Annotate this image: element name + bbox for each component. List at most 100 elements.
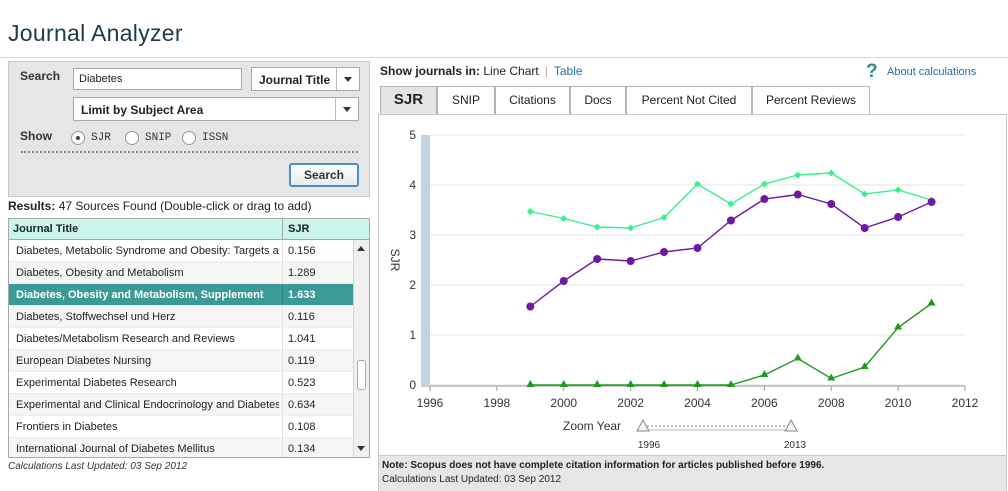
radio-snip-label[interactable]: SNIP (145, 132, 172, 144)
about-calculations-link[interactable]: About calculations (887, 66, 977, 78)
y-axis-band (421, 135, 430, 385)
search-input[interactable] (73, 68, 242, 90)
tab-citations[interactable]: Citations (495, 86, 570, 114)
column-header-sjr[interactable]: SJR (288, 223, 310, 235)
data-point (559, 277, 568, 285)
cell-sjr: 0.156 (288, 245, 316, 257)
note-updated: Calculations Last Updated: 03 Sep 2012 (382, 474, 562, 485)
data-point (660, 248, 669, 256)
x-tick-label: 2002 (617, 396, 644, 410)
y-tick-label: 3 (409, 228, 416, 242)
tab-sjr[interactable]: SJR (380, 86, 437, 114)
column-divider (282, 219, 283, 240)
cell-sjr: 1.633 (288, 289, 316, 301)
zoom-start-handle[interactable] (636, 418, 650, 432)
table-row[interactable]: Experimental Diabetes Research 0.523 (9, 372, 353, 394)
y-tick-label: 0 (409, 378, 416, 392)
y-axis-label: SJR (388, 249, 402, 272)
search-field-select[interactable]: Journal Title (251, 67, 360, 91)
zoom-end-handle[interactable] (784, 418, 798, 432)
cell-sjr: 0.116 (288, 311, 315, 323)
data-point (627, 224, 635, 232)
cell-journal-title: Diabetes/Metabolism Research and Reviews (16, 333, 235, 345)
radio-issn[interactable] (182, 131, 196, 145)
radio-snip[interactable] (125, 131, 139, 145)
column-divider (282, 328, 283, 349)
data-point (526, 302, 535, 311)
x-tick-label: 1998 (484, 396, 511, 410)
column-divider (282, 350, 283, 371)
table-row[interactable]: Experimental and Clinical Endocrinology … (9, 394, 353, 416)
radio-sjr-label[interactable]: SJR (91, 132, 111, 144)
tab-docs[interactable]: Docs (570, 86, 626, 114)
cell-sjr: 0.119 (288, 355, 315, 367)
cell-sjr: 0.108 (288, 421, 316, 433)
data-point (526, 380, 535, 387)
table-row[interactable]: European Diabetes Nursing 0.119 (9, 350, 353, 372)
cell-sjr: 1.041 (288, 333, 316, 345)
table-scrollbar[interactable] (353, 240, 369, 457)
results-table: Journal Title SJR Diabetes, Metabolic Sy… (8, 218, 370, 458)
data-point (626, 380, 635, 387)
results-label: Results: (8, 199, 56, 213)
zoom-end-label: 2013 (784, 440, 807, 451)
column-header-journal-title[interactable]: Journal Title (13, 223, 79, 235)
help-icon[interactable]: ? (866, 61, 878, 82)
data-point (860, 362, 869, 369)
table-row[interactable]: Diabetes, Obesity and Metabolism 1.289 (9, 262, 353, 284)
subject-area-select[interactable]: Limit by Subject Area (73, 97, 359, 121)
cell-sjr: 0.523 (288, 377, 316, 389)
results-summary: Results: 47 Sources Found (Double-click … (8, 199, 311, 213)
cell-journal-title: International Journal of Diabetes Mellit… (16, 443, 215, 455)
data-point (793, 190, 802, 199)
tab-percent-not-cited[interactable]: Percent Not Cited (626, 86, 752, 114)
radio-issn-label[interactable]: ISSN (202, 132, 229, 144)
table-row[interactable]: Diabetes/Metabolism Research and Reviews… (9, 328, 353, 350)
tab-snip[interactable]: SNIP (437, 86, 495, 114)
search-field-select-value: Journal Title (259, 73, 331, 87)
scroll-up-arrow-icon[interactable] (357, 246, 365, 251)
y-tick-label: 1 (409, 328, 416, 342)
table-row[interactable]: Frontiers in Diabetes 0.108 (9, 416, 353, 438)
chart-panel: 0 1 2 3 4 5 1996 1998 2000 2002 2004 2006 2008 2010 20… (378, 114, 1007, 491)
cell-journal-title: European Diabetes Nursing (16, 355, 152, 367)
calculations-updated: Calculations Last Updated: 03 Sep 2012 (8, 461, 188, 472)
select-divider (335, 98, 336, 120)
search-label: Search (20, 69, 61, 83)
table-row[interactable]: Diabetes, Obesity and Metabolism, Supple… (9, 284, 353, 306)
note-text: Note: Scopus does not have complete cita… (382, 460, 825, 471)
table-body: Diabetes, Metabolic Syndrome and Obesity… (9, 240, 353, 457)
column-divider (282, 240, 283, 261)
radio-sjr[interactable] (71, 131, 85, 145)
data-point (694, 180, 701, 188)
table-header: Journal Title SJR (9, 219, 369, 240)
view-table-link[interactable]: Table (553, 64, 583, 78)
data-point (894, 213, 903, 221)
y-tick-label: 4 (409, 178, 416, 192)
table-row[interactable]: Diabetes, Stoffwechsel und Herz 0.116 (9, 306, 353, 328)
x-tick-label: 2004 (684, 396, 711, 410)
search-button[interactable]: Search (289, 163, 359, 187)
data-point (827, 169, 835, 177)
x-tick-label: 2010 (885, 396, 912, 410)
column-divider (282, 284, 283, 305)
data-point (660, 214, 668, 221)
data-point (827, 373, 836, 381)
chevron-down-icon (344, 77, 352, 82)
table-row[interactable]: Diabetes, Metabolic Syndrome and Obesity… (9, 240, 353, 262)
view-switcher: Show journals in: Line Chart | Table (380, 64, 583, 78)
data-point (760, 180, 768, 188)
data-point (560, 215, 568, 222)
show-label: Show (20, 129, 52, 143)
scrollbar-thumb[interactable] (357, 360, 366, 390)
x-tick-label: 2006 (751, 396, 778, 410)
column-divider (282, 416, 283, 437)
cell-journal-title: Diabetes, Stoffwechsel und Herz (16, 311, 176, 323)
table-row[interactable]: International Journal of Diabetes Mellit… (9, 438, 353, 457)
data-point (559, 380, 568, 387)
data-point (894, 186, 902, 194)
column-divider (282, 438, 283, 457)
scroll-down-arrow-icon[interactable] (357, 446, 365, 451)
data-point (526, 208, 534, 215)
tab-percent-reviews[interactable]: Percent Reviews (752, 86, 870, 114)
